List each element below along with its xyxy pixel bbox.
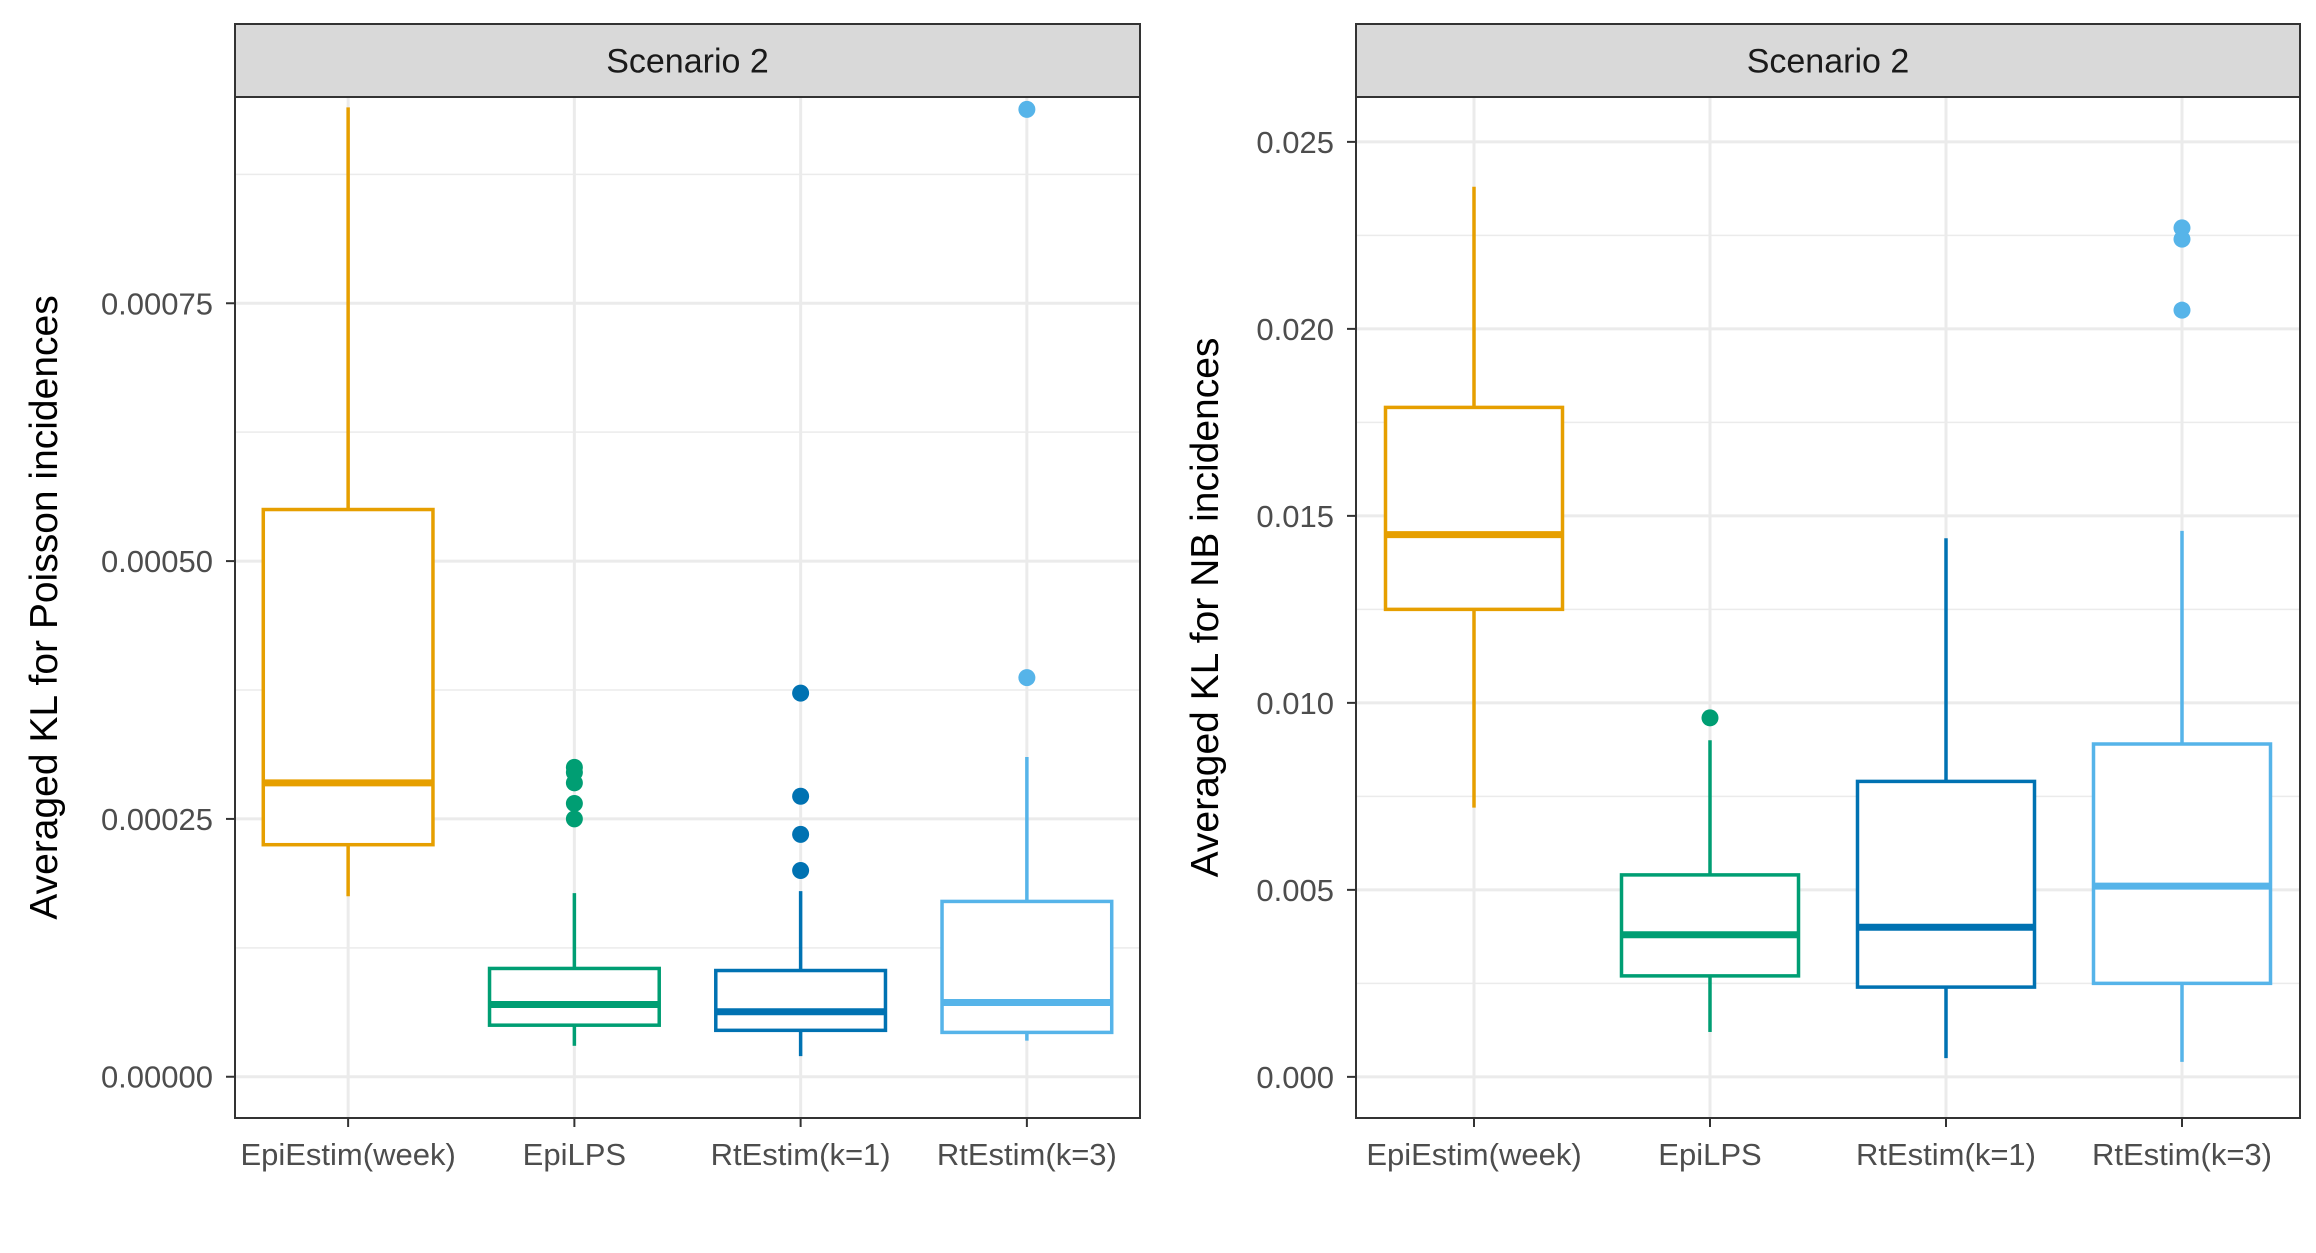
y-tick-label: 0.00075 (101, 286, 213, 321)
box-RtEstim(k=3) (940, 100, 1114, 1041)
x-tick-label: RtEstim(k=1) (711, 1137, 891, 1172)
box-EpiEstim(week) (1383, 186, 1565, 808)
y-axis-title: Averaged KL for NB incidences (1184, 338, 1227, 878)
y-tick-label: 0.025 (1256, 125, 1334, 160)
x-tick-label: RtEstim(k=3) (2092, 1137, 2272, 1172)
outlier-point (1018, 100, 1036, 118)
box-iqr (1855, 779, 2037, 989)
y-tick-label: 0.000 (1256, 1060, 1334, 1095)
y-tick-label: 0.00050 (101, 544, 213, 579)
box-RtEstim(k=3) (2091, 219, 2273, 1062)
box-iqr (487, 966, 661, 1027)
box-EpiLPS (1619, 709, 1801, 1032)
outlier-point (1018, 669, 1036, 687)
box-iqr (940, 899, 1114, 1035)
x-tick-label: RtEstim(k=3) (937, 1137, 1117, 1172)
outlier-point (565, 810, 583, 828)
box-iqr (714, 968, 888, 1033)
chart-panel-2: Scenario 2 0.000 0.005 0.010 0.015 0.020 0.025… (1184, 23, 2301, 1172)
x-tick-label: EpiLPS (523, 1137, 626, 1172)
box-iqr (261, 507, 435, 847)
box-EpiLPS (487, 758, 661, 1046)
facet-title: Scenario 2 (606, 43, 769, 81)
x-tick-label: EpiLPS (1658, 1137, 1761, 1172)
outlier-point (1701, 709, 1719, 727)
outlier-point (565, 758, 583, 776)
y-tick-label: 0.005 (1256, 873, 1334, 908)
facet-strip (234, 23, 1141, 98)
x-tick-label: EpiEstim(week) (240, 1137, 455, 1172)
facet-title: Scenario 2 (1747, 43, 1910, 81)
box-iqr (1383, 405, 1565, 612)
outlier-point (565, 794, 583, 812)
outlier-point (792, 825, 810, 843)
y-axis-title: Averaged KL for Poisson incidences (23, 295, 66, 919)
x-tick-label: EpiEstim(week) (1366, 1137, 1581, 1172)
box-iqr (2091, 742, 2273, 986)
facet-strip (1355, 23, 2301, 98)
box-iqr (1619, 873, 1801, 978)
outlier-point (2173, 219, 2191, 237)
outlier-point (792, 861, 810, 879)
outlier-point (2173, 301, 2191, 319)
box-EpiEstim(week) (261, 107, 435, 897)
box-RtEstim(k=1) (714, 684, 888, 1057)
y-tick-label: 0.00000 (101, 1060, 213, 1095)
y-tick-label: 0.00025 (101, 802, 213, 837)
y-tick-label: 0.010 (1256, 686, 1334, 721)
box-RtEstim(k=1) (1855, 538, 2037, 1059)
outlier-point (792, 787, 810, 805)
x-tick-label: RtEstim(k=1) (1856, 1137, 2036, 1172)
y-tick-label: 0.020 (1256, 312, 1334, 347)
outlier-point (792, 684, 810, 702)
chart-panel-1: Scenario 2 0.00000 0.00025 0.00050 0.00075 Ep… (23, 23, 1141, 1172)
y-tick-label: 0.015 (1256, 499, 1334, 534)
